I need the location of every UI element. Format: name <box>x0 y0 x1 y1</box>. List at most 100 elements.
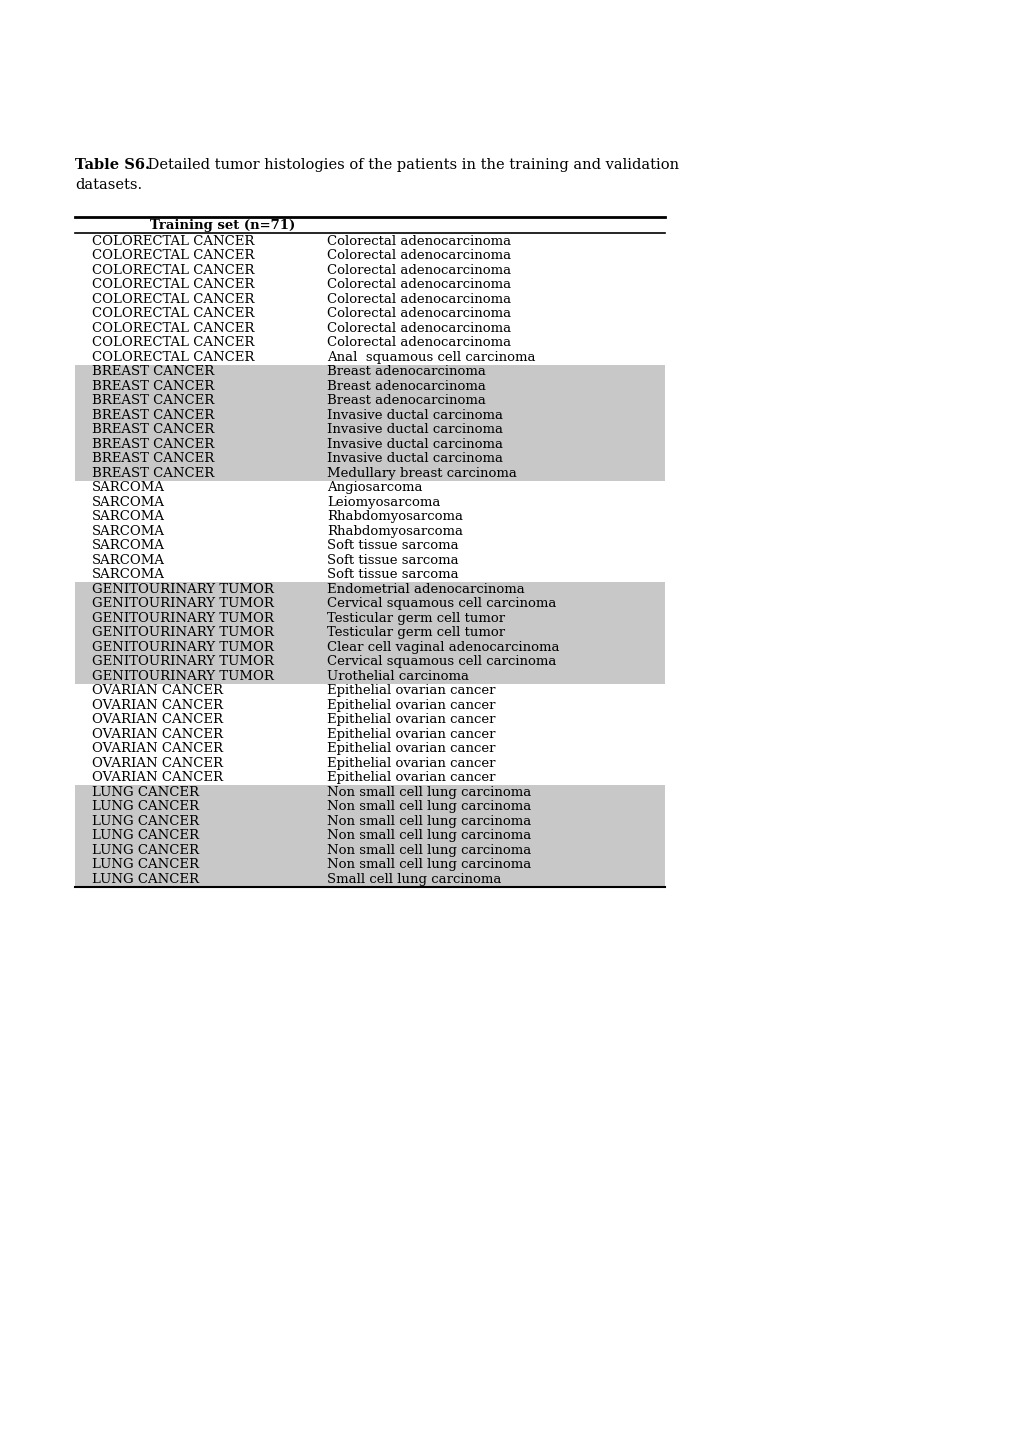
Bar <box>75 655 664 670</box>
Text: OVARIAN CANCER: OVARIAN CANCER <box>92 698 223 711</box>
Text: Cervical squamous cell carcinoma: Cervical squamous cell carcinoma <box>327 597 555 610</box>
Text: Colorectal adenocarcinoma: Colorectal adenocarcinoma <box>327 307 511 320</box>
Text: LUNG CANCER: LUNG CANCER <box>92 830 199 843</box>
Text: Testicular germ cell tumor: Testicular germ cell tumor <box>327 626 504 639</box>
Text: Clear cell vaginal adenocarcinoma: Clear cell vaginal adenocarcinoma <box>327 641 559 654</box>
Text: Breast adenocarcinoma: Breast adenocarcinoma <box>327 365 485 378</box>
Text: Anal  squamous cell carcinoma: Anal squamous cell carcinoma <box>327 351 535 364</box>
Text: Colorectal adenocarcinoma: Colorectal adenocarcinoma <box>327 336 511 349</box>
Text: SARCOMA: SARCOMA <box>92 540 165 553</box>
Bar <box>75 351 664 365</box>
Bar <box>75 843 664 857</box>
Text: Soft tissue sarcoma: Soft tissue sarcoma <box>327 554 459 567</box>
Text: Medullary breast carcinoma: Medullary breast carcinoma <box>327 466 517 479</box>
Text: Non small cell lung carcinoma: Non small cell lung carcinoma <box>327 815 531 828</box>
Text: Epithelial ovarian cancer: Epithelial ovarian cancer <box>327 713 495 726</box>
Text: Angiosarcoma: Angiosarcoma <box>327 482 422 495</box>
Text: Epithelial ovarian cancer: Epithelial ovarian cancer <box>327 742 495 755</box>
Bar <box>75 248 664 263</box>
Text: Training set (n=71): Training set (n=71) <box>150 219 294 232</box>
Bar <box>75 625 664 641</box>
Bar <box>75 291 664 306</box>
Text: BREAST CANCER: BREAST CANCER <box>92 423 214 436</box>
Text: Rhabdomyosarcoma: Rhabdomyosarcoma <box>327 525 463 538</box>
Text: SARCOMA: SARCOMA <box>92 482 165 495</box>
Text: BREAST CANCER: BREAST CANCER <box>92 365 214 378</box>
Text: Epithelial ovarian cancer: Epithelial ovarian cancer <box>327 684 495 697</box>
Text: datasets.: datasets. <box>75 177 142 192</box>
Bar <box>75 437 664 452</box>
Bar <box>75 538 664 553</box>
Text: LUNG CANCER: LUNG CANCER <box>92 859 199 872</box>
Text: OVARIAN CANCER: OVARIAN CANCER <box>92 756 223 769</box>
Text: BREAST CANCER: BREAST CANCER <box>92 466 214 479</box>
Text: GENITOURINARY TUMOR: GENITOURINARY TUMOR <box>92 583 274 596</box>
Text: Non small cell lung carcinoma: Non small cell lung carcinoma <box>327 830 531 843</box>
Text: OVARIAN CANCER: OVARIAN CANCER <box>92 727 223 740</box>
Text: Rhabdomyosarcoma: Rhabdomyosarcoma <box>327 511 463 524</box>
Text: BREAST CANCER: BREAST CANCER <box>92 394 214 407</box>
Text: GENITOURINARY TUMOR: GENITOURINARY TUMOR <box>92 655 274 668</box>
Bar <box>75 610 664 625</box>
Bar <box>75 380 664 394</box>
Bar <box>75 582 664 596</box>
Bar <box>75 277 664 291</box>
Text: Breast adenocarcinoma: Breast adenocarcinoma <box>327 394 485 407</box>
Text: COLORECTAL CANCER: COLORECTAL CANCER <box>92 293 254 306</box>
Text: COLORECTAL CANCER: COLORECTAL CANCER <box>92 322 254 335</box>
Bar <box>75 408 664 423</box>
Bar <box>75 771 664 785</box>
Text: Colorectal adenocarcinoma: Colorectal adenocarcinoma <box>327 278 511 291</box>
Text: GENITOURINARY TUMOR: GENITOURINARY TUMOR <box>92 626 274 639</box>
Text: OVARIAN CANCER: OVARIAN CANCER <box>92 713 223 726</box>
Bar <box>75 553 664 567</box>
Bar <box>75 509 664 524</box>
Text: GENITOURINARY TUMOR: GENITOURINARY TUMOR <box>92 612 274 625</box>
Text: Testicular germ cell tumor: Testicular germ cell tumor <box>327 612 504 625</box>
Bar <box>75 495 664 509</box>
Text: COLORECTAL CANCER: COLORECTAL CANCER <box>92 351 254 364</box>
Text: Leiomyosarcoma: Leiomyosarcoma <box>327 496 440 509</box>
Text: Epithelial ovarian cancer: Epithelial ovarian cancer <box>327 771 495 784</box>
Bar <box>75 320 664 336</box>
Text: SARCOMA: SARCOMA <box>92 554 165 567</box>
Text: Epithelial ovarian cancer: Epithelial ovarian cancer <box>327 756 495 769</box>
Bar <box>75 567 664 582</box>
Text: Table S6.: Table S6. <box>75 157 150 172</box>
Text: GENITOURINARY TUMOR: GENITOURINARY TUMOR <box>92 670 274 683</box>
Text: Epithelial ovarian cancer: Epithelial ovarian cancer <box>327 698 495 711</box>
Bar <box>75 365 664 380</box>
Text: Invasive ductal carcinoma: Invasive ductal carcinoma <box>327 437 502 450</box>
Text: BREAST CANCER: BREAST CANCER <box>92 380 214 392</box>
Text: BREAST CANCER: BREAST CANCER <box>92 437 214 450</box>
Bar <box>75 857 664 872</box>
Bar <box>75 799 664 814</box>
Bar <box>75 306 664 320</box>
Text: SARCOMA: SARCOMA <box>92 525 165 538</box>
Text: Invasive ductal carcinoma: Invasive ductal carcinoma <box>327 423 502 436</box>
Text: Colorectal adenocarcinoma: Colorectal adenocarcinoma <box>327 322 511 335</box>
Text: Invasive ductal carcinoma: Invasive ductal carcinoma <box>327 408 502 421</box>
Bar <box>75 524 664 538</box>
Text: Epithelial ovarian cancer: Epithelial ovarian cancer <box>327 727 495 740</box>
Text: SARCOMA: SARCOMA <box>92 511 165 524</box>
Text: GENITOURINARY TUMOR: GENITOURINARY TUMOR <box>92 641 274 654</box>
Bar <box>75 466 664 481</box>
Text: Colorectal adenocarcinoma: Colorectal adenocarcinoma <box>327 293 511 306</box>
Text: LUNG CANCER: LUNG CANCER <box>92 844 199 857</box>
Text: OVARIAN CANCER: OVARIAN CANCER <box>92 771 223 784</box>
Bar <box>75 641 664 655</box>
Text: COLORECTAL CANCER: COLORECTAL CANCER <box>92 307 254 320</box>
Text: Non small cell lung carcinoma: Non small cell lung carcinoma <box>327 859 531 872</box>
Bar <box>75 872 664 886</box>
Bar <box>75 698 664 713</box>
Text: Non small cell lung carcinoma: Non small cell lung carcinoma <box>327 786 531 799</box>
Bar <box>75 785 664 799</box>
Text: Breast adenocarcinoma: Breast adenocarcinoma <box>327 380 485 392</box>
Text: GENITOURINARY TUMOR: GENITOURINARY TUMOR <box>92 597 274 610</box>
Bar <box>75 481 664 495</box>
Bar <box>75 234 664 248</box>
Text: Soft tissue sarcoma: Soft tissue sarcoma <box>327 540 459 553</box>
Text: BREAST CANCER: BREAST CANCER <box>92 452 214 465</box>
Bar <box>75 670 664 684</box>
